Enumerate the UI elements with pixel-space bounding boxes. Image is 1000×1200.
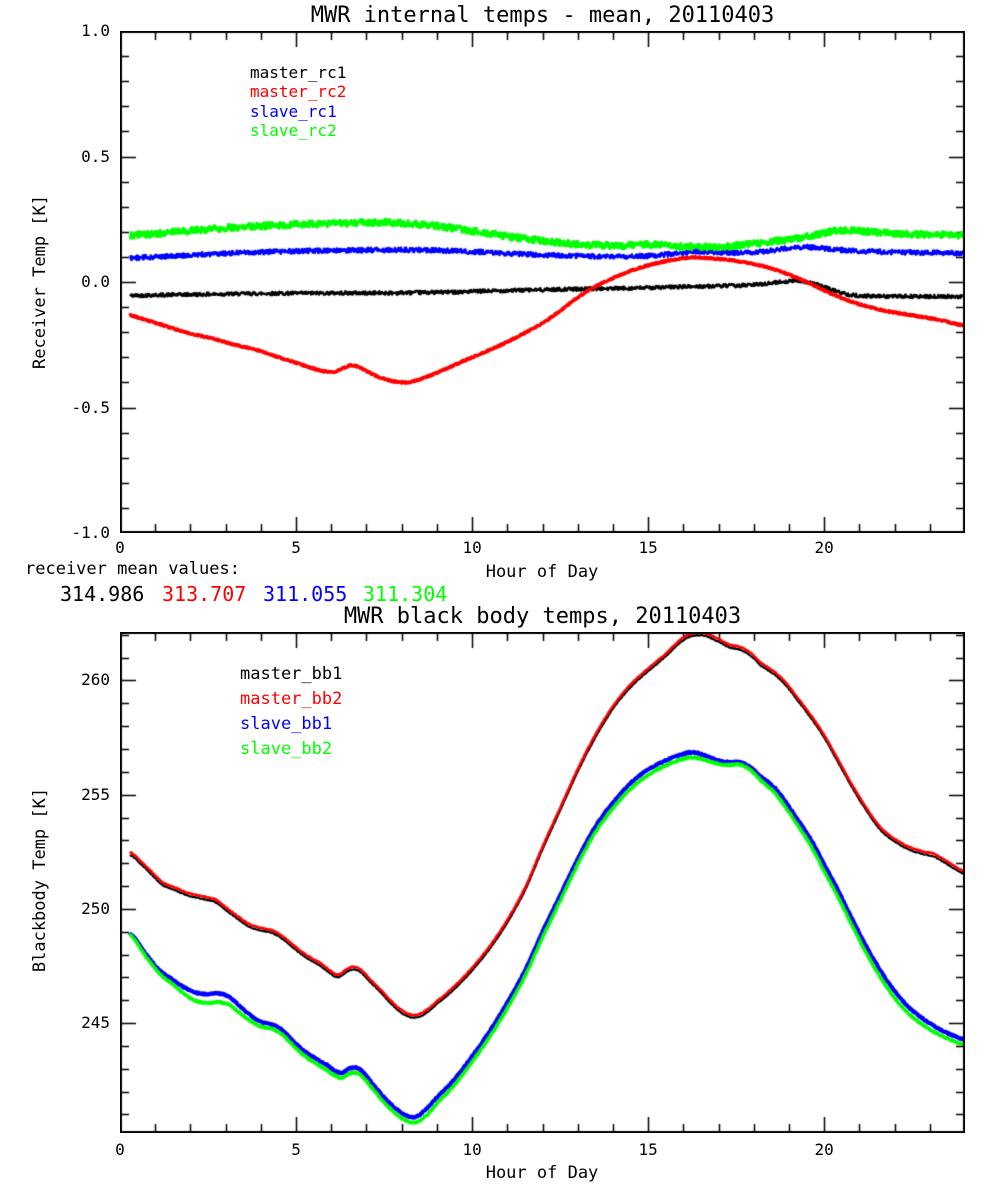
legend-item-master_bb1: master_bb1	[240, 664, 343, 684]
legend-item-slave_bb1: slave_bb1	[240, 714, 333, 734]
x-tick-label: 20	[814, 538, 834, 557]
y-tick-label: 245	[81, 1013, 110, 1033]
y-tick-label: 1.0	[81, 21, 110, 40]
top-chart-x-axis-title: Hour of Day	[485, 562, 599, 582]
mean-value-3: 311.304	[363, 582, 448, 606]
receiver-mean-values-caption: receiver mean values:	[25, 559, 240, 579]
y-tick-label: 255	[81, 784, 110, 804]
x-tick-label: 20	[814, 1140, 834, 1159]
y-tick-label: -1.0	[71, 523, 110, 542]
x-tick-label: 15	[638, 1140, 658, 1159]
receiver-temp-plot-canvas	[120, 31, 965, 533]
x-tick-label: 10	[462, 538, 482, 557]
blackbody-temp-plot-canvas	[120, 632, 965, 1133]
y-tick-label: 260	[81, 670, 110, 690]
y-tick-label: -0.5	[71, 397, 110, 417]
x-tick-label: 0	[115, 1140, 125, 1159]
y-tick-label: 0.5	[81, 146, 110, 166]
bottom-chart-title: MWR black body temps, 20110403	[343, 604, 742, 629]
legend-item-master_rc1: master_rc1	[250, 63, 347, 82]
bottom-chart-legend: master_bb1 master_bb2 slave_bb1 slave_bb2	[240, 662, 342, 762]
legend-item-slave_rc2: slave_rc2	[250, 120, 337, 140]
x-tick-label: 15	[638, 538, 658, 557]
x-tick-label: 5	[291, 538, 301, 557]
x-tick-label: 5	[291, 1140, 301, 1159]
top-chart-legend: master_rc1 master_rc2 slave_rc1 slave_rc2	[250, 63, 346, 140]
legend-item-slave_rc1: slave_rc1	[250, 101, 337, 121]
legend-item-slave_bb2: slave_bb2	[240, 739, 333, 759]
bottom-chart-y-axis-title: Blackbody Temp [K]	[30, 787, 50, 973]
legend-item-master_bb2: master_bb2	[240, 689, 343, 709]
mean-value-2: 311.055	[263, 582, 348, 606]
y-tick-label: 0.0	[81, 272, 110, 291]
x-tick-label: 10	[462, 1140, 482, 1159]
y-tick-label: 250	[81, 898, 110, 918]
top-chart-title: MWR internal temps - mean, 20110403	[310, 3, 775, 28]
legend-item-master_rc2: master_rc2	[250, 82, 347, 102]
x-tick-label: 0	[115, 538, 125, 557]
bottom-chart-x-axis-title: Hour of Day	[485, 1163, 599, 1183]
mean-value-0: 314.986	[60, 582, 145, 606]
mean-value-1: 313.707	[162, 582, 247, 606]
